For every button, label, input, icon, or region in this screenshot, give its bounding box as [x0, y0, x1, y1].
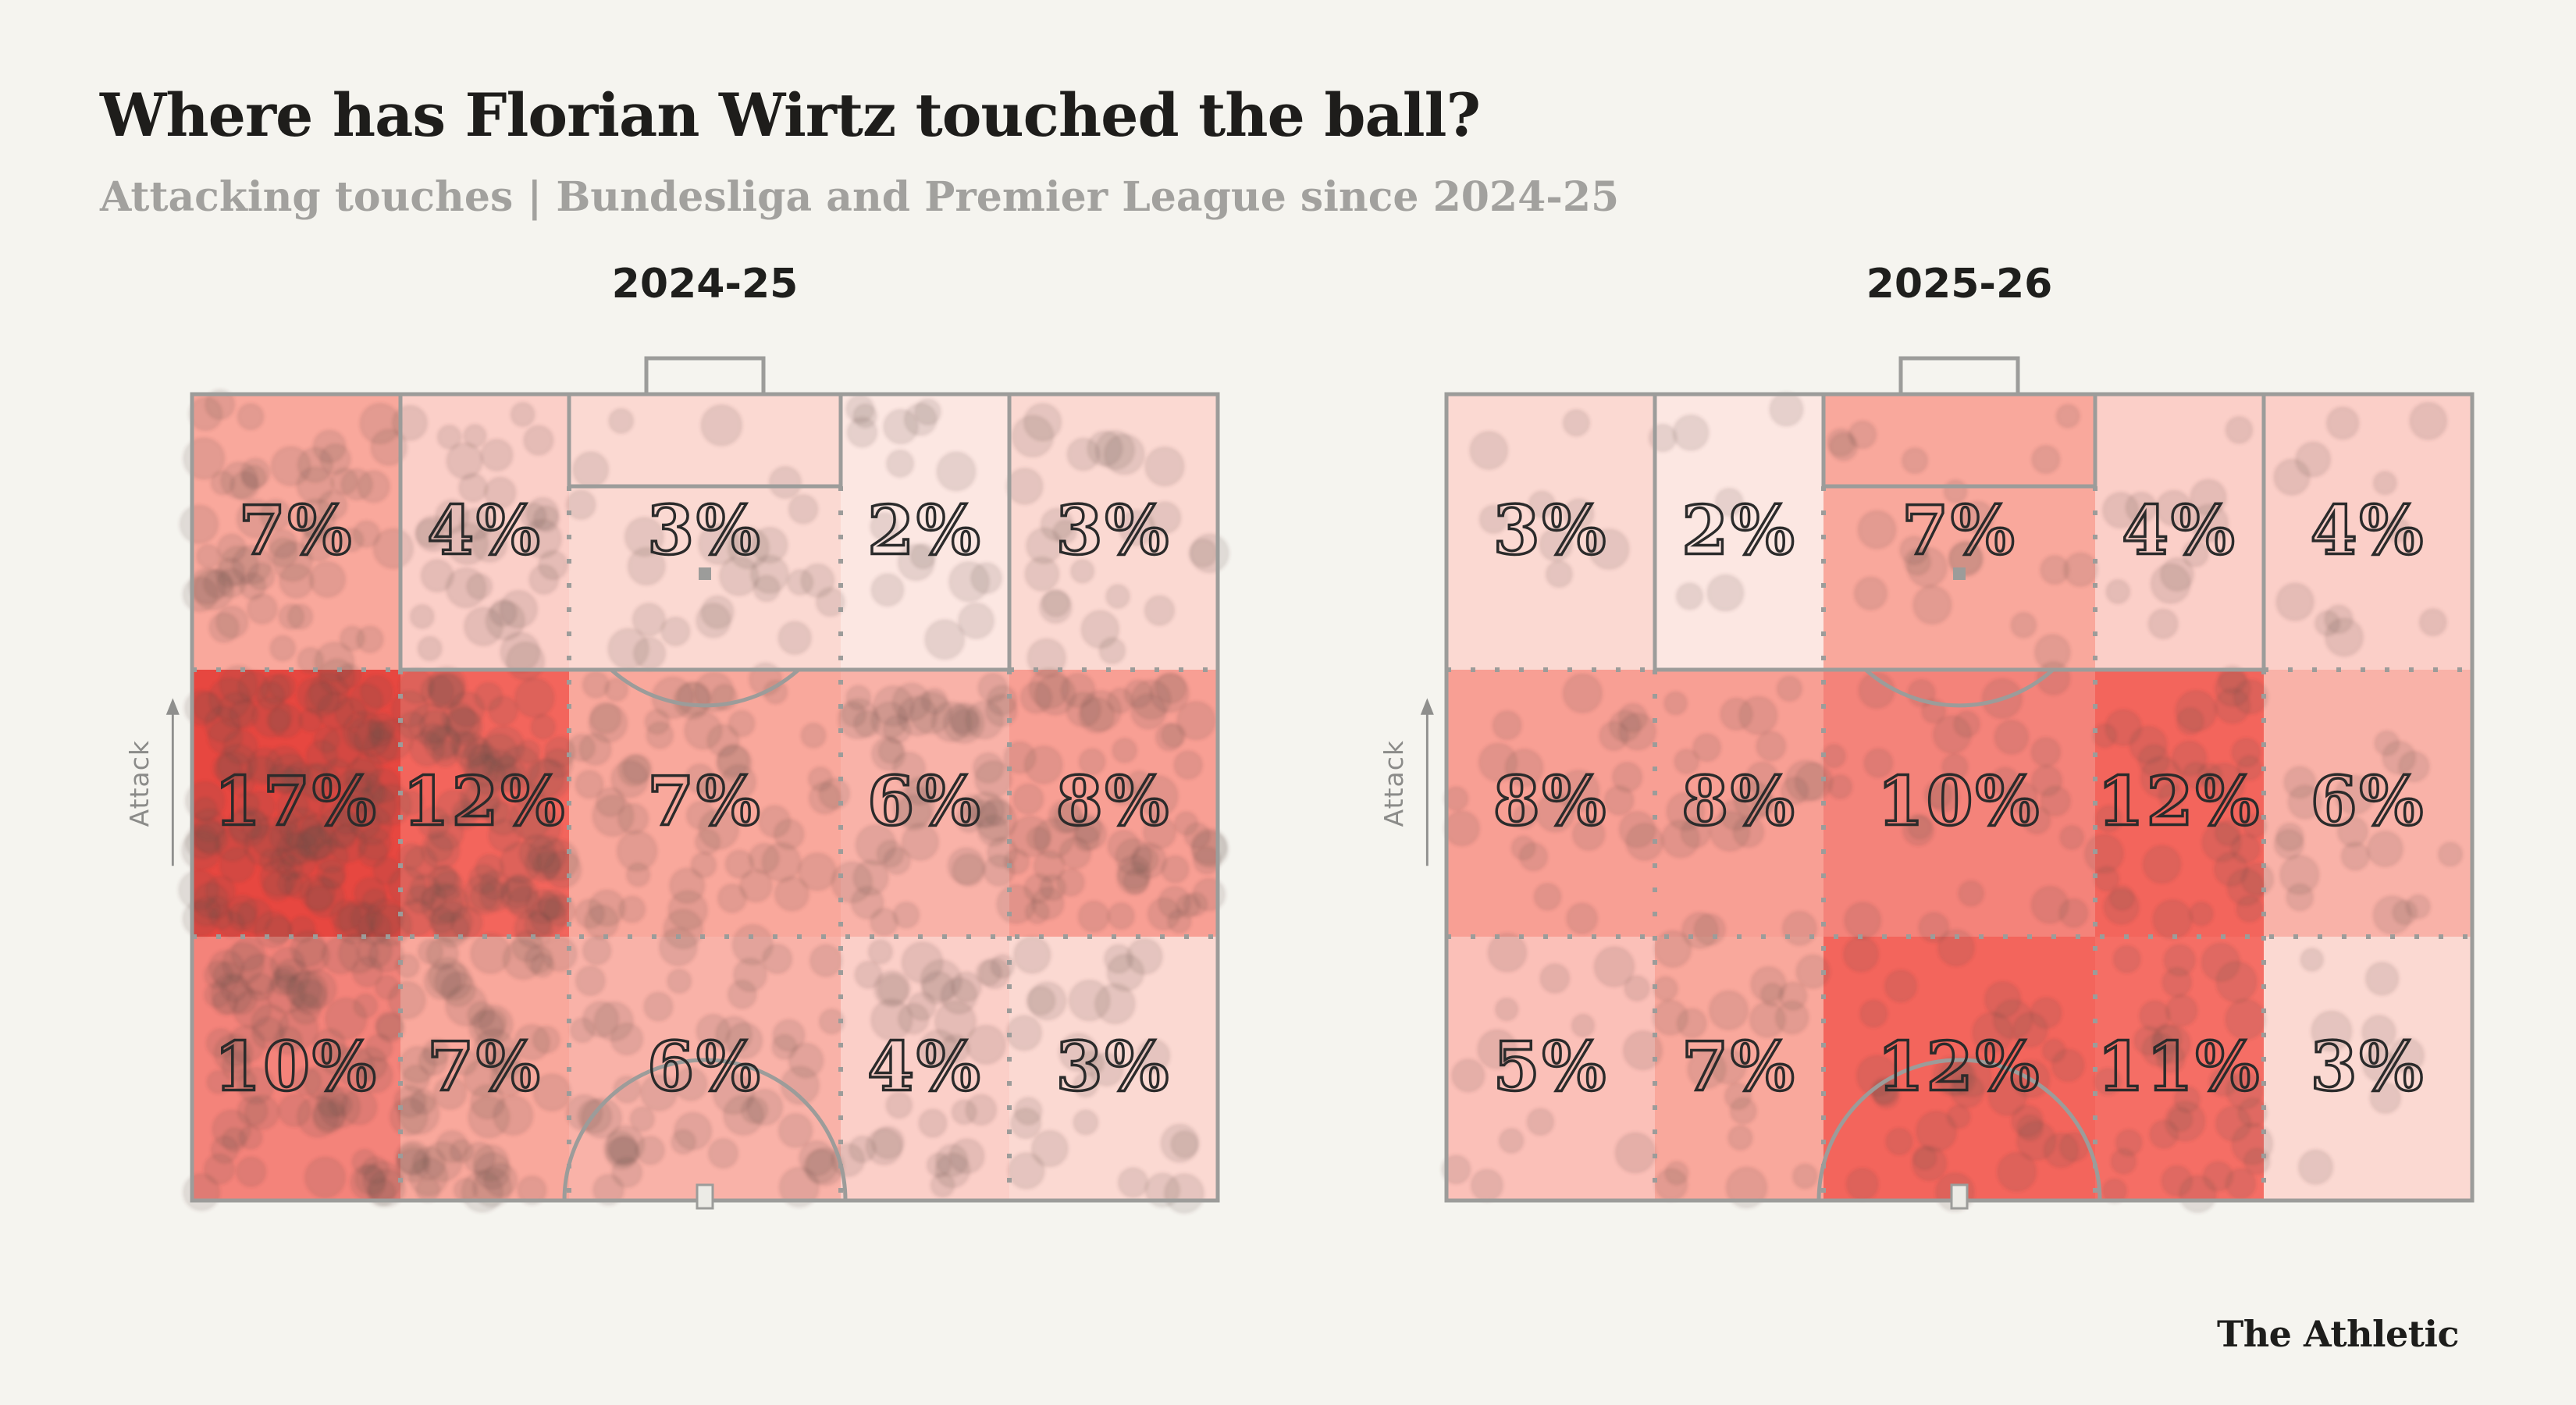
zone-share-label: 4% [2309, 489, 2426, 571]
zone-grid-lines [192, 486, 1218, 1200]
zone-share-label: 3% [1492, 489, 1609, 571]
zone-share-label: 8% [1680, 761, 1797, 843]
centre-circle [562, 1058, 848, 1201]
zone-share-label: 3% [1055, 489, 1172, 571]
zone-share-label: 12% [2096, 761, 2262, 843]
goal [644, 356, 766, 397]
zone-share-label: 7% [425, 1026, 543, 1108]
zone-share-label: 7% [237, 489, 354, 571]
centre-spot [1950, 1183, 1969, 1210]
pitch-markings [178, 356, 1229, 1214]
pitch-markings [1441, 356, 2475, 1213]
six-yard-box [567, 392, 843, 489]
penalty-arc [610, 668, 800, 708]
zone-share-label: 8% [1492, 761, 1609, 843]
pitch-2025-26: 3% 2% 7% 4% 4% 8% 8% 10% 12% 6% 5% 7% 12% 11% 3% [1441, 356, 2475, 1213]
attack-arrow-icon [165, 698, 180, 866]
zone-share-label: 4% [425, 489, 543, 571]
attack-label: Attack [1379, 740, 1409, 827]
zone-share-label: 2% [1680, 489, 1797, 571]
attack-direction-left: Attack [124, 662, 181, 905]
zone-share-label: 7% [646, 761, 763, 843]
penalty-arc [1864, 668, 2055, 708]
zone-share-label: 2% [866, 489, 983, 571]
publisher-wordmark: The Athletic [2216, 1313, 2460, 1355]
goal [1898, 356, 2020, 397]
season-label-2024-25: 2024-25 [611, 261, 799, 308]
zone-share-label: 12% [1876, 1026, 2042, 1108]
penalty-area [398, 392, 1012, 672]
zone-share-label: 10% [1876, 761, 2042, 843]
zone-share-label: 12% [401, 761, 568, 843]
zone-share-label: 17% [213, 761, 379, 843]
touch-dots [1441, 392, 2464, 1213]
attack-direction-right: Attack [1379, 662, 1436, 905]
zone-share-label: 6% [2309, 761, 2426, 843]
zone-share-label: 10% [213, 1026, 379, 1108]
zone-share-label: 3% [2309, 1026, 2426, 1108]
centre-circle [1816, 1058, 2102, 1201]
page-title: Where has Florian Wirtz touched the ball… [100, 80, 1481, 150]
centre-spot [696, 1183, 714, 1210]
zone-share-label: 11% [2096, 1026, 2262, 1108]
attack-label: Attack [124, 740, 155, 827]
touch-dots [178, 389, 1229, 1214]
zone-share-label: 3% [1055, 1026, 1172, 1108]
zone-share-label: 4% [2120, 489, 2237, 571]
season-label-2025-26: 2025-26 [1866, 261, 2053, 308]
penalty-spot [699, 567, 711, 580]
attack-arrow-icon [1420, 698, 1434, 866]
pitch-2024-25: 7% 4% 3% 2% 3% 17% 12% 7% 6% 8% 10% 7% 6% 4% 3% [178, 356, 1229, 1214]
zone-share-label: 3% [646, 489, 763, 571]
zone-grid-lines [1446, 486, 2472, 1200]
zone-share-label: 7% [1900, 489, 2017, 571]
zone-share-label: 6% [866, 761, 983, 843]
penalty-spot [1953, 567, 1966, 580]
zone-share-label: 6% [646, 1026, 763, 1108]
zone-share-label: 8% [1055, 761, 1172, 843]
page-subtitle: Attacking touches | Bundesliga and Premi… [100, 173, 1620, 221]
zone-share-label: 4% [866, 1026, 983, 1108]
zone-share-label: 7% [1680, 1026, 1797, 1108]
zone-share-label: 5% [1492, 1026, 1609, 1108]
penalty-area [1653, 392, 2266, 672]
